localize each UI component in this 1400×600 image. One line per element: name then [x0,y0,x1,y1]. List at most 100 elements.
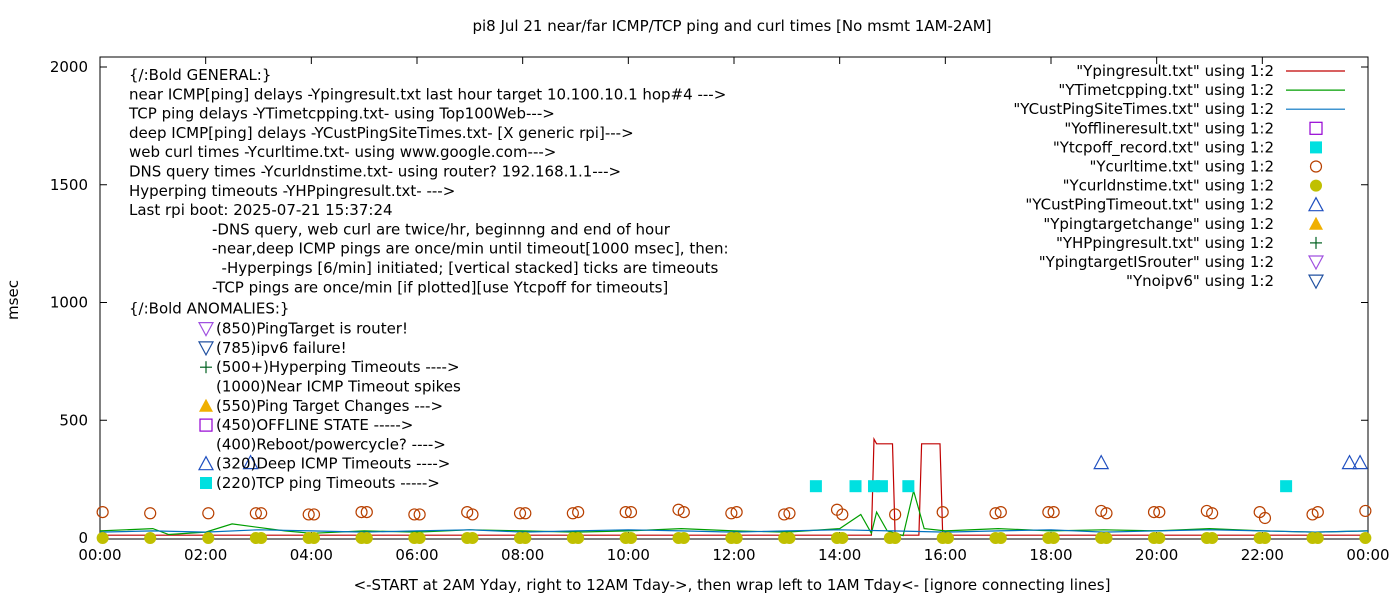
series-3-point [302,508,315,521]
series-3-point [889,508,902,521]
annotation-anomalies-title: {/:Bold ANOMALIES:} [129,300,289,318]
annotation-anomaly-line: (220)TCP ping Timeouts -----> [216,474,440,492]
series-3-point [1311,505,1324,519]
series-4-point [941,532,954,544]
series-3-point [1258,511,1272,525]
annotation-general-line: web curl times -Ycurltime.txt- using www… [129,143,556,161]
annotation-note-line: -Hyperpings [6/min] initiated; [vertical… [212,259,718,277]
legend-label: "Ycurltime.txt" using 1:2 [1089,158,1274,176]
series-line-1 [99,490,1369,537]
legend-label: "YpingtargetISrouter" using 1:2 [1039,253,1274,271]
series-4-point [677,532,690,544]
series-3-point [1042,505,1055,519]
series-4-point [202,532,215,544]
x-tick-label: 12:00 [712,546,755,564]
x-tick-label: 10:00 [607,546,650,564]
annotation-general-line: deep ICMP[ping] delays -YCustPingSiteTim… [129,124,634,142]
series-3-point [360,505,373,519]
legend-label: "Yofflineresult.txt" using 1:2 [1064,119,1274,137]
series-4-point [783,532,796,544]
legend-label: "YCustPingTimeout.txt" using 1:2 [1025,196,1274,214]
series-5-point [849,480,862,493]
y-tick-label: 500 [59,411,88,429]
series-3-point [1306,508,1319,521]
legend-symbol [1307,196,1325,212]
series-3-point [1153,505,1166,519]
legend-label: "Ycurldnstime.txt" using 1:2 [1063,177,1274,195]
axis-ticks: 00:00 02:00 04:00 06:00 08:00 10:00 12:00 14:00… [50,57,1390,564]
series-3-point [572,505,585,519]
series-6-point [1341,454,1358,470]
legend-label: "Ypingresult.txt" using 1:2 [1076,62,1274,80]
annotation-anomaly-line: (1000)Near ICMP Timeout spikes [216,378,461,396]
anomaly-symbol [199,398,213,412]
legend-symbol [1309,121,1323,135]
series-6-point [242,454,259,470]
legend-symbol [1307,274,1325,290]
series-4-point [1206,532,1219,544]
legend-symbol [1310,179,1322,192]
annotation-general-line: Hyperping timeouts -YHPpingresult.txt- -… [129,182,455,200]
series-3-point [677,505,690,519]
y-tick-label: 1000 [50,294,88,312]
series-3-point [355,505,368,519]
legend-label: "Ynoipv6" using 1:2 [1126,272,1274,290]
legend-label: "YHPpingresult.txt" using 1:2 [1056,234,1274,252]
series-5-point [809,480,822,493]
anomaly-symbol [197,455,215,471]
x-tick-label: 04:00 [290,546,333,564]
annotation-note-line: -TCP pings are once/min [if plotted][use… [212,278,668,296]
x-tick-label: 20:00 [1135,546,1178,564]
series-4-point [572,532,585,544]
legend: "Ypingresult.txt" using 1:2"YTimetcpping… [1013,62,1345,290]
annotation-note-line: -DNS query, web curl are twice/hr, begin… [212,220,671,238]
annotation-general-line: {/:Bold GENERAL:} [129,66,271,84]
series-3-point [144,507,157,520]
legend-label: "Ytcpoff_record.txt" using 1:2 [1053,138,1274,157]
series-3-point [202,507,215,520]
x-tick-label: 18:00 [1029,546,1072,564]
series-3-point [672,503,685,516]
series-line-2 [99,529,1369,533]
x-tick-label: 08:00 [501,546,544,564]
series-3-point [624,505,638,519]
annotation-general-line: Last rpi boot: 2025-07-21 15:37:24 [129,201,393,219]
series-3-point [725,507,738,520]
x-tick-label: 02:00 [184,546,227,564]
series-3-point [1147,505,1161,519]
x-tick-label: 14:00 [818,546,861,564]
x-tick-label: 16:00 [924,546,967,564]
series-3-point [413,508,426,521]
annotation-note-line: -near,deep ICMP pings are once/min until… [212,240,729,258]
series-5-point [902,480,915,493]
anomaly-symbol [199,418,213,432]
y-tick-label: 1500 [50,176,88,194]
series-3-point [1100,507,1113,520]
y-tick-label: 2000 [50,58,88,76]
legend-label: "YTimetcpping.txt" using 1:2 [1058,81,1274,99]
y-tick-label: 0 [78,529,88,547]
legend-symbol [1310,236,1322,249]
x-axis-label: <-START at 2AM Yday, right to 12AM Tday-… [354,576,1111,594]
y-axis-label: msec [4,280,22,320]
series-4-point [1359,532,1372,544]
x-tick-label: 22:00 [1241,546,1284,564]
series-4-point [994,532,1007,544]
series-4-point [144,532,157,544]
series-3-point [836,508,849,521]
x-tick-label: 06:00 [395,546,438,564]
series-4-point [1047,532,1060,544]
series-4-point [1100,532,1113,544]
legend-symbol [1310,141,1322,154]
series-3-point [730,505,743,519]
series-3-point [1206,507,1219,520]
series-3-point [778,508,791,521]
series-3-point [255,507,268,520]
series-4-point [1258,532,1271,544]
annotation-anomaly-line: (550)Ping Target Changes ---> [216,397,443,415]
series-3-point [249,507,262,520]
series-4-point [360,532,373,544]
annotation-anomaly-line: (785)ipv6 failure! [216,339,347,357]
marker-layer [96,454,1372,544]
